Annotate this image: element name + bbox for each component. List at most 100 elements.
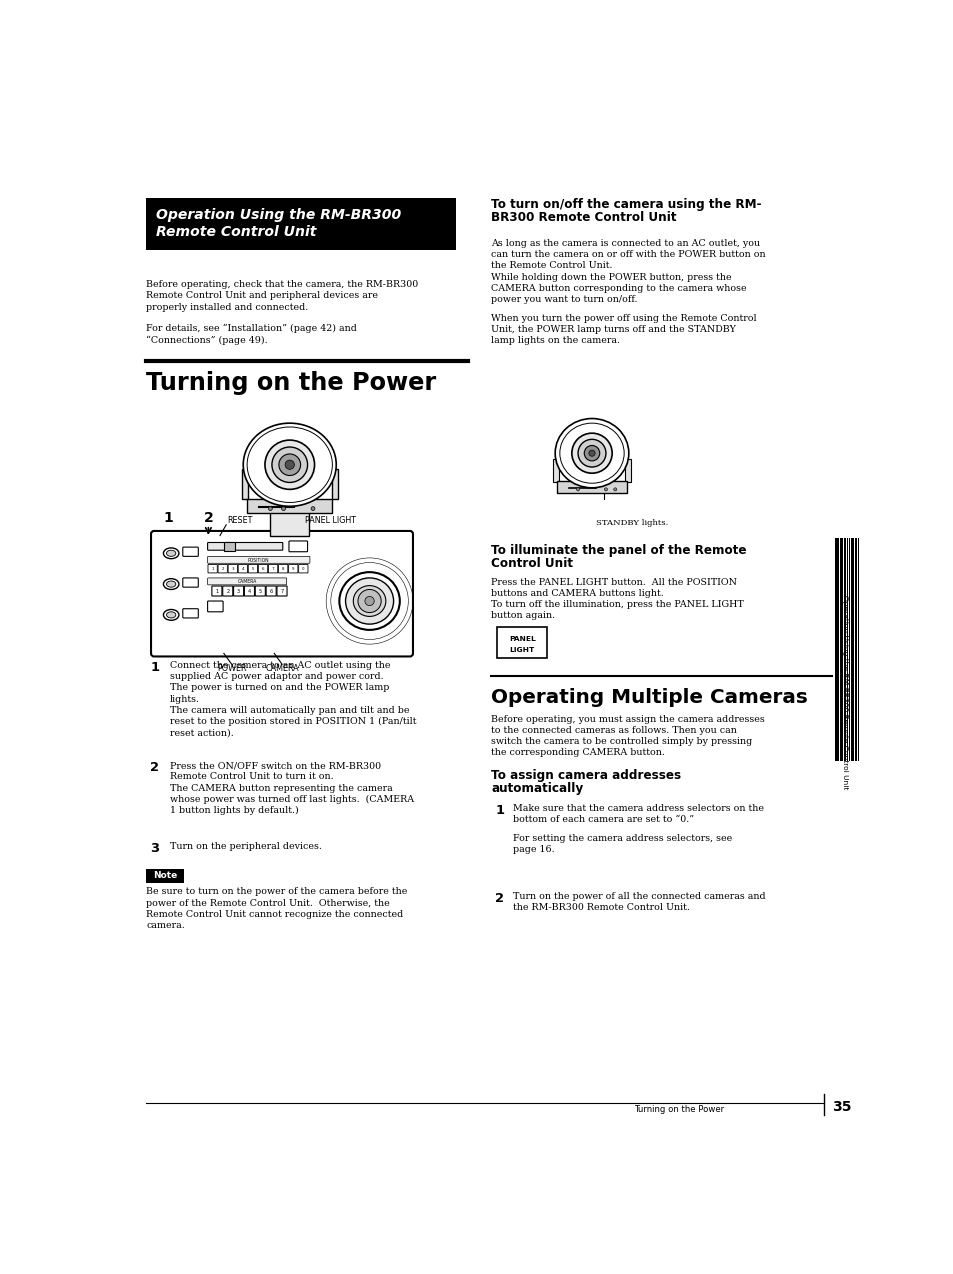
FancyBboxPatch shape <box>183 578 198 587</box>
Text: button again.: button again. <box>491 612 555 620</box>
Bar <box>270 512 309 535</box>
Text: 2: 2 <box>150 761 159 775</box>
Text: RESET: RESET <box>228 516 253 525</box>
FancyBboxPatch shape <box>497 627 546 657</box>
FancyBboxPatch shape <box>183 547 198 557</box>
Text: Operation Using the RM-BR300 Remote Control Unit: Operation Using the RM-BR300 Remote Cont… <box>841 595 847 789</box>
FancyBboxPatch shape <box>228 564 237 573</box>
Text: Control Unit: Control Unit <box>491 557 573 571</box>
Text: 3: 3 <box>150 842 159 855</box>
Ellipse shape <box>353 586 385 617</box>
Bar <box>553 460 558 483</box>
Text: 1: 1 <box>163 511 172 525</box>
Text: to the connected cameras as follows. Then you can: to the connected cameras as follows. The… <box>491 726 737 735</box>
Bar <box>241 469 248 499</box>
FancyBboxPatch shape <box>268 564 277 573</box>
FancyBboxPatch shape <box>289 541 307 552</box>
Circle shape <box>588 450 595 456</box>
Bar <box>624 460 630 483</box>
Text: 6: 6 <box>261 567 264 571</box>
Text: 2: 2 <box>495 892 503 905</box>
Text: 1: 1 <box>150 661 159 674</box>
Text: buttons and CAMERA buttons light.: buttons and CAMERA buttons light. <box>491 589 663 598</box>
FancyBboxPatch shape <box>233 586 243 596</box>
Circle shape <box>571 433 612 473</box>
Text: 4: 4 <box>241 567 244 571</box>
Circle shape <box>357 590 381 613</box>
Bar <box>224 541 235 550</box>
Circle shape <box>578 440 605 468</box>
FancyBboxPatch shape <box>208 601 223 612</box>
Circle shape <box>311 507 314 511</box>
FancyBboxPatch shape <box>258 564 268 573</box>
Text: Make sure that the camera address selectors on the: Make sure that the camera address select… <box>513 804 763 813</box>
Circle shape <box>285 460 294 469</box>
Circle shape <box>265 440 314 489</box>
Bar <box>871 538 872 761</box>
Ellipse shape <box>167 550 175 557</box>
Text: Before operating, check that the camera, the RM-BR300: Before operating, check that the camera,… <box>146 280 418 289</box>
Text: Turn on the power of all the connected cameras and: Turn on the power of all the connected c… <box>513 892 764 901</box>
FancyBboxPatch shape <box>208 578 286 585</box>
FancyBboxPatch shape <box>208 564 217 573</box>
Text: LIGHT: LIGHT <box>509 647 535 654</box>
Text: Remote Control Unit to turn it on.: Remote Control Unit to turn it on. <box>170 772 333 781</box>
Text: 3: 3 <box>232 567 233 571</box>
Circle shape <box>583 446 599 461</box>
Text: To turn on/off the camera using the RM-: To turn on/off the camera using the RM- <box>491 197 760 210</box>
FancyBboxPatch shape <box>208 557 310 563</box>
FancyBboxPatch shape <box>248 564 257 573</box>
Text: The CAMERA button representing the camera: The CAMERA button representing the camer… <box>170 784 392 792</box>
Text: To illuminate the panel of the Remote: To illuminate the panel of the Remote <box>491 544 746 557</box>
Text: 5: 5 <box>258 589 261 594</box>
Bar <box>557 480 626 493</box>
Text: Be sure to turn on the power of the camera before the: Be sure to turn on the power of the came… <box>146 888 407 897</box>
FancyBboxPatch shape <box>244 586 254 596</box>
Text: CAMERA: CAMERA <box>265 664 298 673</box>
Text: Operation Using the RM-BR300: Operation Using the RM-BR300 <box>155 209 400 223</box>
Ellipse shape <box>339 572 399 629</box>
Text: 0: 0 <box>302 567 304 571</box>
Text: 8: 8 <box>282 567 284 571</box>
Text: 1: 1 <box>212 567 213 571</box>
Text: PANEL LIGHT: PANEL LIGHT <box>305 516 355 525</box>
Bar <box>843 538 845 761</box>
Text: properly installed and connected.: properly installed and connected. <box>146 303 309 312</box>
Text: whose power was turned off last lights.  (CAMERA: whose power was turned off last lights. … <box>170 795 414 804</box>
Text: To assign camera addresses: To assign camera addresses <box>491 769 680 782</box>
Text: Turning on the Power: Turning on the Power <box>633 1105 723 1113</box>
Text: Before operating, you must assign the camera addresses: Before operating, you must assign the ca… <box>491 715 764 724</box>
Text: PANEL: PANEL <box>508 637 535 642</box>
Text: Remote Control Unit: Remote Control Unit <box>155 225 315 240</box>
Text: automatically: automatically <box>491 782 583 795</box>
Text: power you want to turn on/off.: power you want to turn on/off. <box>491 296 638 304</box>
Circle shape <box>278 454 300 475</box>
Text: Turn on the peripheral devices.: Turn on the peripheral devices. <box>170 842 321 851</box>
Text: 7: 7 <box>272 567 274 571</box>
Text: reset action).: reset action). <box>170 727 233 738</box>
FancyBboxPatch shape <box>266 586 276 596</box>
Text: Operating Multiple Cameras: Operating Multiple Cameras <box>491 688 807 707</box>
Text: 1: 1 <box>495 804 503 817</box>
Text: 4: 4 <box>248 589 251 594</box>
Text: Turning on the Power: Turning on the Power <box>146 371 436 395</box>
Bar <box>247 499 332 513</box>
Bar <box>867 538 868 761</box>
Ellipse shape <box>163 578 179 590</box>
Bar <box>859 538 860 761</box>
FancyBboxPatch shape <box>278 564 288 573</box>
Text: the Remote Control Unit.: the Remote Control Unit. <box>491 261 612 270</box>
Text: reset to the position stored in POSITION 1 (Pan/tilt: reset to the position stored in POSITION… <box>170 717 416 726</box>
Text: While holding down the POWER button, press the: While holding down the POWER button, pre… <box>491 273 731 282</box>
Text: Remote Control Unit cannot recognize the connected: Remote Control Unit cannot recognize the… <box>146 910 403 919</box>
FancyBboxPatch shape <box>151 531 413 656</box>
FancyBboxPatch shape <box>218 564 227 573</box>
Circle shape <box>365 596 374 605</box>
Ellipse shape <box>559 423 623 483</box>
Text: For setting the camera address selectors, see: For setting the camera address selectors… <box>513 833 732 842</box>
Ellipse shape <box>163 609 179 620</box>
Text: the RM-BR300 Remote Control Unit.: the RM-BR300 Remote Control Unit. <box>513 903 689 912</box>
FancyBboxPatch shape <box>183 609 198 618</box>
Text: switch the camera to be controlled simply by pressing: switch the camera to be controlled simpl… <box>491 738 752 747</box>
Text: To turn off the illumination, press the PANEL LIGHT: To turn off the illumination, press the … <box>491 600 743 609</box>
